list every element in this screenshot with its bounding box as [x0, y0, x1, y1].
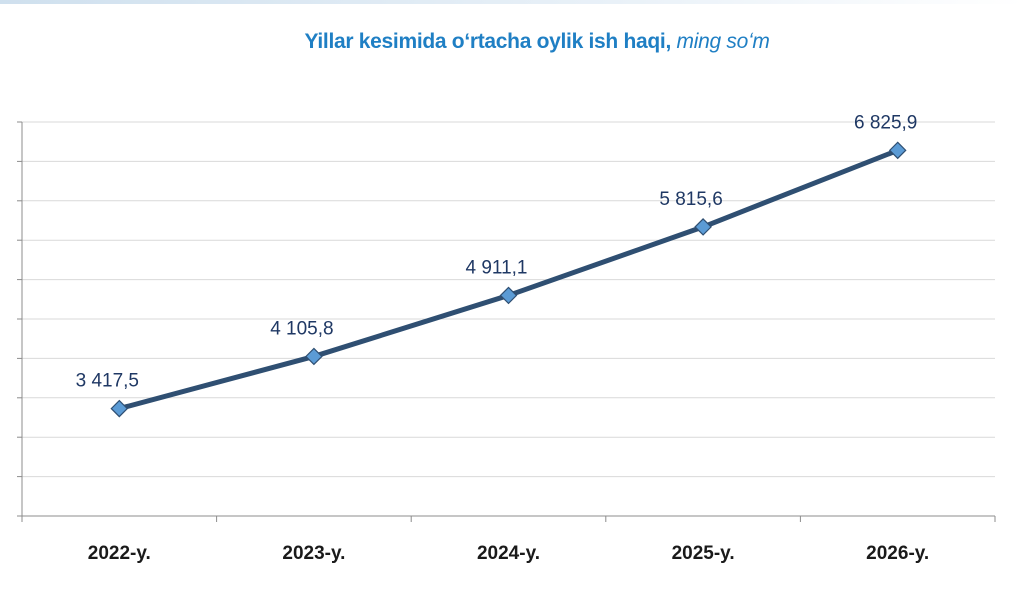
- series-group: [110, 141, 907, 418]
- data-labels: 3 417,5 4 105,8 4 911,1 5 815,6 6 825,9: [76, 112, 918, 391]
- data-point: [694, 218, 712, 236]
- data-point: [305, 347, 323, 366]
- chart-title-text: Yillar kesimida oʻrtacha oylik ish haqi,: [304, 30, 671, 53]
- x-tick-label: 2023-y.: [282, 543, 345, 564]
- x-tick-labels: 2022-y. 2023-y. 2024-y. 2025-y. 2026-y.: [88, 543, 929, 564]
- gridlines: [17, 121, 995, 517]
- top-rule: [0, 0, 1024, 4]
- data-label: 6 825,9: [854, 112, 917, 133]
- x-tick-label: 2022-y.: [88, 543, 151, 564]
- data-label: 4 105,8: [270, 318, 333, 339]
- data-label: 4 911,1: [466, 257, 528, 278]
- data-point: [888, 141, 907, 160]
- data-label: 5 815,6: [659, 189, 722, 210]
- data-point: [499, 286, 518, 305]
- x-tick-label: 2026-y.: [866, 543, 929, 564]
- x-tick-label: 2025-y.: [672, 543, 735, 564]
- data-point: [110, 399, 129, 418]
- chart-title-unit: ming soʻm: [676, 30, 770, 53]
- axes: [21, 122, 996, 522]
- chart-title: Yillar kesimida oʻrtacha oylik ish haqi,…: [0, 30, 1024, 54]
- data-label: 3 417,5: [76, 371, 139, 392]
- x-tick-label: 2024-y.: [477, 543, 540, 564]
